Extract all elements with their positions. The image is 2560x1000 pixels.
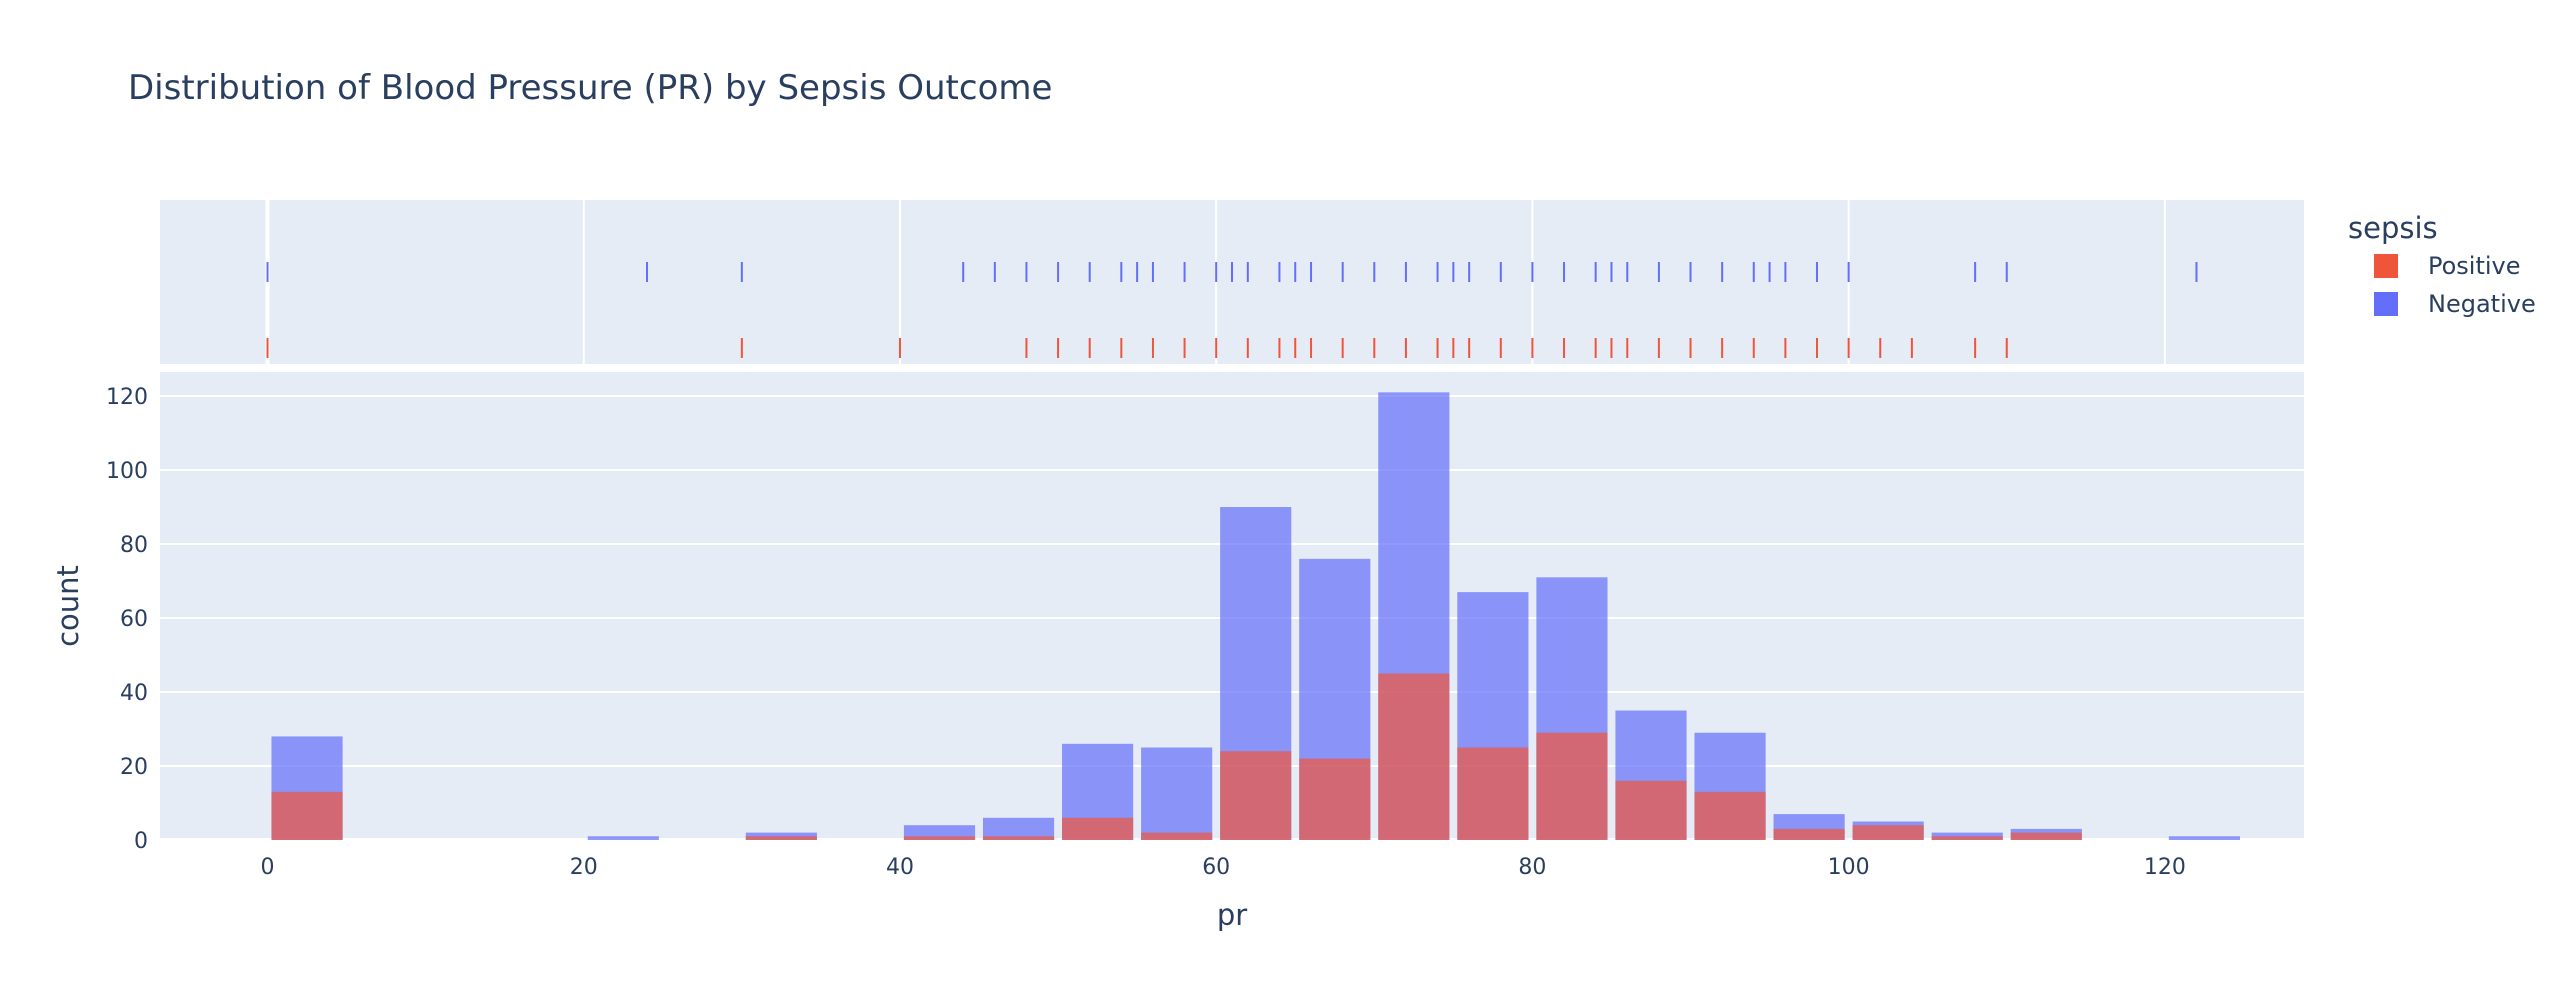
histogram-bar-positive xyxy=(1615,781,1686,840)
y-axis-title: count xyxy=(51,565,85,647)
x-tick-label: 20 xyxy=(570,855,598,880)
y-tick-label: 120 xyxy=(106,385,148,410)
legend-title: sepsis xyxy=(2348,211,2438,245)
histogram-bar-positive xyxy=(1220,751,1291,840)
y-axis-ticks: 0 20 40 60 80 100 120 xyxy=(106,385,148,854)
legend: sepsis Positive Negative xyxy=(2348,211,2536,318)
chart-title: Distribution of Blood Pressure (PR) by S… xyxy=(128,68,1052,108)
histogram-bar-negative xyxy=(588,836,659,840)
legend-swatch-positive xyxy=(2374,254,2398,278)
histogram-bar-positive xyxy=(1774,829,1845,840)
y-tick-label: 20 xyxy=(120,755,148,780)
y-tick-label: 80 xyxy=(120,533,148,558)
histogram-panel: 0 20 40 60 80 100 120 0 20 40 60 80 100 120 xyxy=(106,372,2304,880)
legend-item-negative[interactable]: Negative xyxy=(2374,290,2536,318)
histogram-bar-positive xyxy=(1062,818,1133,840)
x-axis-ticks: 0 20 40 60 80 100 120 xyxy=(261,855,2186,880)
x-tick-label: 100 xyxy=(1828,855,1870,880)
histogram-bar-positive xyxy=(1378,674,1449,840)
histogram-bar-negative xyxy=(2169,836,2240,840)
histogram-bar-positive xyxy=(1694,792,1765,840)
y-tick-label: 100 xyxy=(106,459,148,484)
x-tick-label: 120 xyxy=(2144,855,2186,880)
legend-label-negative: Negative xyxy=(2428,290,2536,318)
histogram-bar-positive xyxy=(1932,836,2003,840)
x-tick-label: 0 xyxy=(261,855,275,880)
x-tick-label: 60 xyxy=(1202,855,1230,880)
histogram-bar-positive xyxy=(983,836,1054,840)
x-axis-title: pr xyxy=(1217,898,1247,932)
y-tick-label: 40 xyxy=(120,681,148,706)
histogram-bar-positive xyxy=(746,836,817,840)
histogram-bar-positive xyxy=(1853,825,1924,840)
histogram-bar-positive xyxy=(1457,748,1528,840)
histogram-bar-negative xyxy=(1141,748,1212,840)
histogram-bar-positive xyxy=(1536,733,1607,840)
legend-swatch-negative xyxy=(2374,292,2398,316)
y-tick-label: 0 xyxy=(134,829,148,854)
histogram-bar-positive xyxy=(271,792,342,840)
x-tick-label: 80 xyxy=(1518,855,1546,880)
histogram-bar-positive xyxy=(1141,833,1212,840)
legend-item-positive[interactable]: Positive xyxy=(2374,252,2521,280)
x-tick-label: 40 xyxy=(886,855,914,880)
histogram-bar-positive xyxy=(904,836,975,840)
y-tick-label: 60 xyxy=(120,607,148,632)
histogram-bar-positive xyxy=(2011,833,2082,840)
rug-panel xyxy=(160,200,2304,364)
legend-label-positive: Positive xyxy=(2428,252,2521,280)
histogram-bar-positive xyxy=(1299,759,1370,840)
